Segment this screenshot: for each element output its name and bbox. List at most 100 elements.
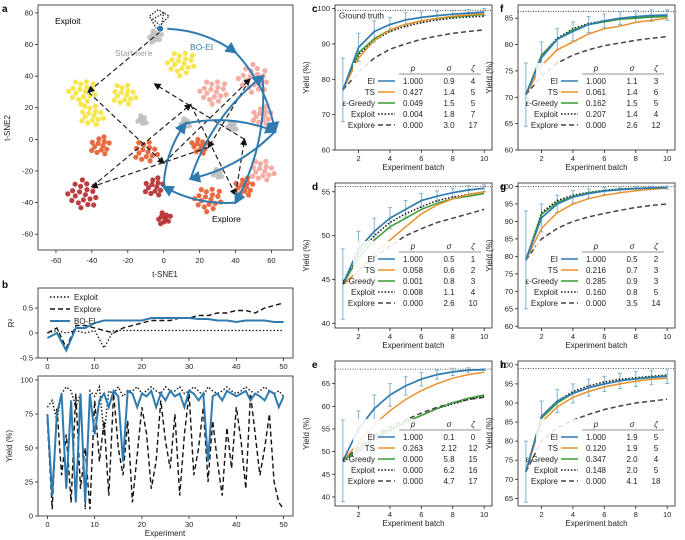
legend-sigma-explore: 4.1 (626, 477, 638, 486)
y-tick-label: 65 (322, 379, 330, 388)
cluster-point (179, 65, 185, 71)
cluster-point (106, 140, 112, 146)
y-tick-label: 100 (317, 4, 330, 13)
cluster-point (130, 89, 136, 95)
legend-zeta-exploit: 5 (654, 288, 659, 297)
x-axis-label: Experiment batch (382, 341, 444, 350)
legend-name-explore: Explore (531, 299, 559, 308)
x-tick-label: 8 (634, 510, 638, 519)
cluster-point (189, 52, 195, 59)
y-axis-label: Yield (%) (485, 239, 494, 271)
cluster-point (119, 85, 125, 91)
y-tick-label: 85 (505, 14, 513, 23)
cluster-point (143, 154, 149, 160)
legend-zeta-ei: 4 (471, 77, 476, 86)
x-tick-label: 30 (185, 520, 193, 529)
ground-truth-label: Ground truth (339, 11, 384, 20)
cluster-point (250, 181, 256, 187)
cluster-point (188, 57, 194, 64)
cluster-point (149, 39, 155, 45)
legend-sigma-ts: 2.12 (441, 444, 457, 453)
x-tick-label: 8 (451, 154, 455, 163)
legend-sigma-explore: 2.6 (626, 121, 638, 130)
legend-zeta-greedy: 5 (471, 99, 476, 108)
legend-name-ts: TS (548, 266, 558, 275)
line-ei (525, 186, 668, 261)
cluster-point (91, 202, 97, 208)
cluster-point (79, 177, 85, 183)
legend-zeta-ei: 3 (654, 77, 659, 86)
cluster-point (257, 110, 263, 116)
x-tick-label: 6 (602, 154, 606, 163)
start-marker (156, 24, 165, 33)
cluster-point (240, 177, 246, 183)
cluster-point (87, 105, 93, 111)
cluster-point (93, 194, 99, 201)
cluster-yellow (111, 82, 139, 107)
legend-p-explore: 0.000 (403, 299, 424, 308)
cluster-point (182, 50, 188, 57)
legend-p-ts: 0.120 (586, 444, 607, 453)
legend-p-ei: 1.000 (403, 77, 424, 86)
legend-table: p σ ζ EI 1.000 0.5 2 TS 0.216 0.7 3 ε-Greedy 0.285 0.… (526, 241, 671, 308)
path-explore-segment (207, 78, 251, 149)
cluster-point (262, 68, 268, 74)
y-tick-label: 85 (505, 234, 513, 243)
legend-p-ts: 0.263 (403, 444, 424, 453)
cluster-point (255, 175, 261, 181)
x-tick-label: 4 (571, 510, 575, 519)
legend-zeta-explore: 17 (469, 477, 478, 486)
cluster-point (102, 151, 108, 157)
panel-b-top-ticks: -0.5 0 0.5 0 10 20 30 40 50 (20, 304, 288, 372)
panel-b-bottom-lines (46, 384, 285, 510)
y-tick-label: 80 (505, 437, 513, 446)
cluster-point (257, 106, 264, 112)
cluster-point (158, 31, 164, 37)
line-ei (525, 375, 668, 472)
cluster-point (147, 158, 153, 164)
cluster-point (152, 146, 158, 152)
cluster-point (83, 79, 89, 85)
cluster-point (143, 180, 149, 187)
legend-sigma-greedy: 1.5 (443, 99, 455, 108)
legend-zeta-exploit: 4 (654, 110, 659, 119)
legend-p-exploit: 0.160 (586, 288, 607, 297)
legend-name-ei: EI (550, 255, 558, 264)
panel-letter-g: g (500, 182, 506, 193)
panel-a-ylabel: t-SNE2 (3, 115, 12, 141)
cluster-point (263, 79, 269, 85)
x-tick-label: 20 (195, 256, 203, 265)
cluster-point (176, 53, 183, 59)
x-tick-label: 2 (539, 332, 543, 341)
cluster-point (262, 168, 268, 174)
cluster-point (90, 188, 96, 194)
cluster-point (89, 117, 95, 123)
legend-zeta-greedy: 4 (654, 455, 659, 464)
legend-sigma-exploit: 1.4 (626, 110, 638, 119)
legend-name-exploit: Exploit (351, 110, 376, 119)
path-boei-segment (167, 27, 238, 54)
cluster-point (93, 108, 99, 114)
y-axis-label: Yield (%) (302, 61, 311, 93)
y-tick-label: 70 (505, 93, 513, 102)
x-tick-label: 20 (138, 520, 146, 529)
cluster-point (135, 118, 141, 124)
legend-p-explore: 0.000 (586, 299, 607, 308)
path-boei-segment (185, 119, 278, 134)
cluster-point (256, 119, 262, 125)
legend-name-explore: Explore (348, 299, 376, 308)
legend-p-explore: 0.000 (586, 121, 607, 130)
legend-sigma-explore: 3.0 (443, 121, 455, 130)
x-tick-label: 6 (419, 332, 423, 341)
cluster-grey (135, 113, 149, 126)
cluster-point (156, 192, 162, 198)
cluster-point (209, 101, 215, 107)
y-tick-label: 50 (322, 447, 330, 456)
line-ts (525, 17, 668, 95)
cluster-point (201, 85, 207, 91)
legend-sigma-ts: 0.7 (626, 266, 638, 275)
y-tick-label: 55 (322, 187, 330, 196)
legend-zeta-exploit: 4 (471, 288, 476, 297)
panel-frame (517, 360, 676, 507)
cluster-point (78, 183, 84, 189)
